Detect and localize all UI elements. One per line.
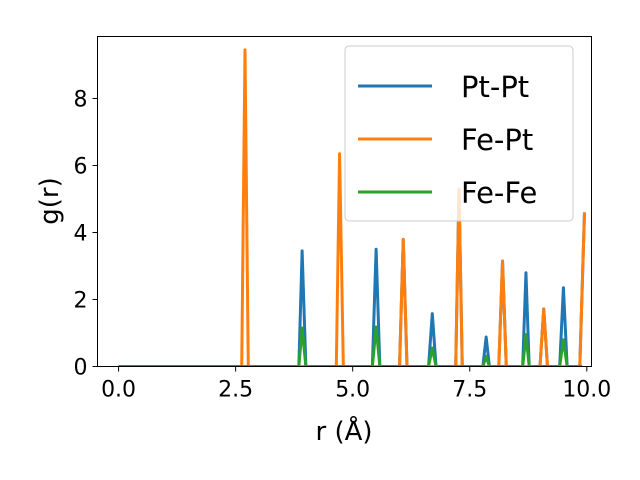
legend-label-pt-pt: Pt-Pt	[461, 70, 529, 104]
x-tick-label: 7.5	[452, 378, 487, 403]
y-tick-label: 6	[74, 154, 88, 179]
plot-frame	[97, 36, 592, 367]
y-tick-label: 0	[74, 356, 88, 381]
y-tick-label: 2	[74, 288, 88, 313]
legend-label-fe-pt: Fe-Pt	[461, 123, 533, 157]
x-tick-label: 10.0	[562, 378, 611, 403]
series-layer	[118, 48, 586, 367]
x-axis-title: r (Å)	[315, 415, 372, 447]
y-axis-title: g(r)	[35, 177, 65, 224]
x-tick-label: 2.5	[218, 378, 253, 403]
x-tick-label: 0.0	[101, 378, 136, 403]
series-line-fe-pt	[118, 48, 586, 367]
x-tick-label: 5.0	[335, 378, 370, 403]
legend-label-fe-fe: Fe-Fe	[461, 176, 537, 210]
y-tick-label: 4	[74, 221, 88, 246]
legend-box	[344, 45, 574, 222]
legend: Pt-Pt Fe-Pt Fe-Fe	[344, 45, 574, 222]
series-line-fe-fe	[118, 325, 583, 367]
ticks-layer: 0.0 2.5 5.0 7.5 10.0 0 2 4 6 8	[74, 87, 612, 402]
y-tick-label: 8	[74, 87, 88, 112]
